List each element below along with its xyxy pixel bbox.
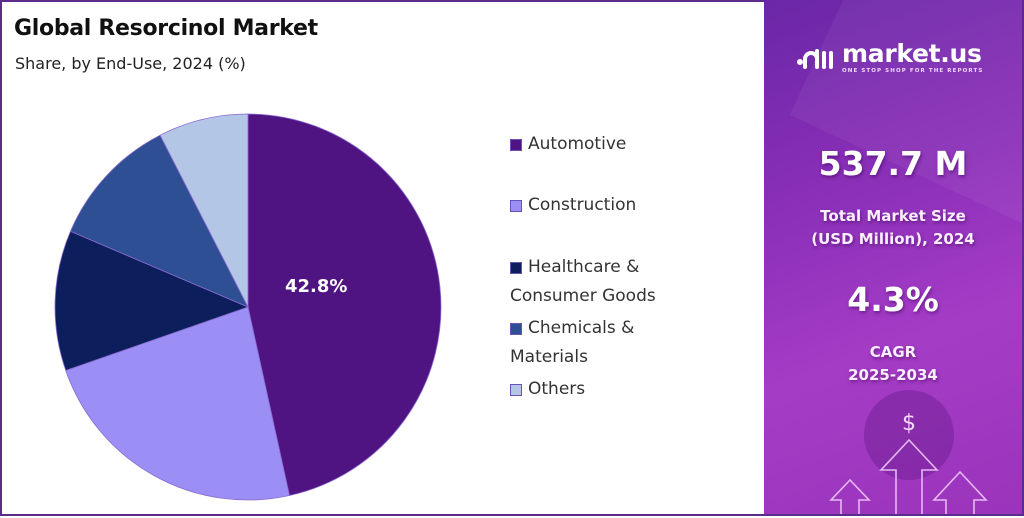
cagr-label: CAGR bbox=[869, 343, 917, 361]
legend-label: Automotive bbox=[528, 134, 627, 154]
legend-swatch-icon bbox=[510, 262, 522, 274]
market-size-label-line2: (USD Million), 2024 bbox=[811, 230, 975, 248]
brand-logo: market.us ONE STOP SHOP FOR THE REPORTS bbox=[796, 39, 984, 74]
market-size-label-line1: Total Market Size bbox=[820, 207, 966, 225]
pie-slice-automotive bbox=[247, 113, 442, 496]
legend-label: Construction bbox=[528, 195, 637, 215]
legend-item-others: Others bbox=[510, 375, 730, 404]
brand-tagline: ONE STOP SHOP FOR THE REPORTS bbox=[842, 68, 984, 74]
pie-slice-chemicals bbox=[69, 134, 249, 308]
chart-panel: Global Resorcinol Market Share, by End-U… bbox=[0, 0, 764, 516]
brand-name: market.us bbox=[842, 39, 982, 68]
cagr-value: 4.3% bbox=[847, 280, 939, 319]
market-us-logo-icon bbox=[797, 49, 833, 69]
legend-swatch-icon bbox=[510, 323, 522, 335]
legend-label-line2: Consumer Goods bbox=[510, 286, 656, 306]
pie-slice-construction bbox=[65, 306, 290, 501]
legend-item-chemicals: Chemicals & Materials bbox=[510, 314, 730, 372]
background-shape bbox=[789, 0, 1022, 225]
legend-swatch-icon bbox=[510, 139, 522, 151]
pie-slice-others bbox=[159, 113, 249, 308]
cagr-period: 2025-2034 bbox=[848, 366, 938, 384]
legend-label: Chemicals & bbox=[528, 318, 635, 338]
market-size-value: 537.7 M bbox=[818, 144, 968, 183]
background-circle bbox=[864, 390, 954, 480]
chart-subtitle: Share, by End-Use, 2024 (%) bbox=[15, 54, 246, 73]
legend-swatch-icon bbox=[510, 200, 522, 212]
automotive-data-label: 42.8% bbox=[285, 276, 348, 297]
legend-label-line2: Materials bbox=[510, 347, 588, 367]
legend-item-automotive: Automotive bbox=[510, 130, 730, 159]
chart-title: Global Resorcinol Market bbox=[14, 16, 318, 41]
pie-slice-healthcare bbox=[54, 230, 250, 371]
legend-swatch-icon bbox=[510, 384, 522, 396]
pie-chart bbox=[54, 113, 442, 501]
dollar-icon: $ bbox=[902, 411, 916, 436]
legend-label: Others bbox=[528, 379, 586, 399]
legend-label: Healthcare & bbox=[528, 257, 640, 277]
legend-item-healthcare: Healthcare & Consumer Goods bbox=[510, 253, 730, 311]
growth-arrows-icon: $ bbox=[829, 411, 988, 514]
legend-item-construction: Construction bbox=[510, 191, 730, 220]
summary-panel: market.us ONE STOP SHOP FOR THE REPORTS … bbox=[764, 0, 1024, 516]
